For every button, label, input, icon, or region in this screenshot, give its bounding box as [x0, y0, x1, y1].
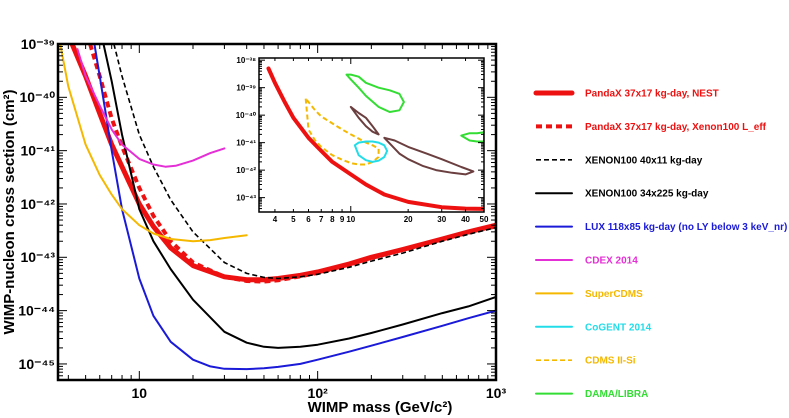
main-plot: 10 10² 10³ 10⁻³⁹ 10⁻⁴⁰ 10⁻⁴¹ 10⁻⁴² 10⁻⁴³ 10⁻⁴⁴ 10… [18, 36, 506, 401]
series-cresst-ii-2012-line [349, 105, 380, 136]
series-pandax-37x17-kg-day-nest-line [266, 66, 484, 211]
legend-label: CDMS II-Si [585, 356, 636, 367]
series-group [266, 66, 484, 211]
legend-item-xenon100-34x225-kg-day: XENON100 34x225 kg-day [535, 189, 709, 200]
legend-label: CDEX 2014 [585, 256, 638, 267]
x-tick-label: 40 [461, 215, 470, 224]
x-tick-label: 10² [308, 385, 329, 401]
x-tick-label: 20 [404, 215, 413, 224]
series-group [59, 44, 496, 371]
x-tick-label: 9 [340, 215, 345, 224]
x-tick-label: 6 [306, 215, 311, 224]
y-tick-label: 10⁻⁴⁰ [236, 111, 257, 120]
legend-item-lux-118x85-kg-day-no-ly-below-3-kev-nr: LUX 118x85 kg-day (no LY below 3 keV_nr) [535, 222, 787, 233]
series-cogent-2014-line [353, 140, 389, 163]
y-tick-label: 10⁻³⁹ [236, 83, 256, 92]
series-xenon100-40x11-kg-day-line [113, 44, 496, 280]
x-tick-label: 7 [319, 215, 324, 224]
legend-item-cdex-2014: CDEX 2014 [535, 256, 638, 267]
series-supercdms-line [59, 44, 248, 243]
legend-label: PandaX 37x17 kg-day, NEST [585, 89, 719, 100]
legend-label: SuperCDMS [585, 289, 643, 300]
legend-item-pandax-37x17-kg-day-xenon100-l-eff: PandaX 37x17 kg-day, Xenon100 L_eff [536, 122, 767, 133]
series-xenon100-34x225-kg-day-line [102, 44, 496, 349]
series-dama-libra-line [460, 131, 484, 143]
legend-label: LUX 118x85 kg-day (no LY below 3 keV_nr) [585, 222, 787, 233]
x-tick-label: 10³ [486, 385, 507, 401]
y-tick-label: 10⁻⁴³ [236, 193, 256, 202]
y-tick-label: 10⁻⁴² [236, 166, 256, 175]
legend-label: PandaX 37x17 kg-day, Xenon100 L_eff [585, 122, 767, 133]
x-tick-label: 50 [480, 215, 489, 224]
series-lux-118x85-kg-day-no-ly-below-3-kev-nr-line [93, 44, 496, 371]
y-tick-label: 10⁻⁴⁵ [19, 356, 55, 372]
inset-plot: 4 5 6 7 8 9 10 20 30 40 50 10⁻³⁸ 10⁻³⁹ 10⁻⁴⁰ 10⁻⁴¹ 10⁻⁴… [236, 56, 489, 224]
legend: PandaX 37x17 kg-day, NEST PandaX 37x17 kg… [533, 89, 787, 400]
legend-item-supercdms: SuperCDMS [535, 289, 643, 300]
legend-item-cogent-2014: CoGENT 2014 [535, 322, 652, 333]
legend-label: XENON100 40x11 kg-day [585, 155, 703, 166]
x-tick-label: 5 [291, 215, 296, 224]
legend-item-pandax-37x17-kg-day-nest: PandaX 37x17 kg-day, NEST [533, 89, 719, 100]
series-cdms-ii-si-line [304, 97, 380, 166]
series-cresst-ii-2012-line [383, 136, 475, 176]
x-axis-label: WIMP mass (GeV/c²) [308, 399, 453, 416]
y-tick-label: 10⁻³⁹ [21, 36, 55, 52]
plot-frame [258, 57, 485, 213]
x-tick-label: 10 [132, 385, 148, 401]
y-tick-label: 10⁻⁴¹ [20, 143, 55, 159]
legend-item-cdms-ii-si: CDMS II-Si [536, 356, 636, 367]
y-tick-label: 10⁻⁴² [20, 196, 55, 212]
x-tick-label: 10 [346, 215, 355, 224]
legend-label: DAMA/LIBRA [585, 389, 648, 400]
legend-item-dama-libra: DAMA/LIBRA [535, 389, 648, 400]
y-tick-label: 10⁻⁴⁴ [18, 303, 55, 319]
legend-item-xenon100-40x11-kg-day: XENON100 40x11 kg-day [536, 155, 703, 166]
y-axis-label: WIMP-nucleon cross section (cm²) [1, 89, 18, 334]
x-tick-label: 30 [437, 215, 446, 224]
series-cdex-2014-line [76, 48, 226, 168]
y-tick-label: 10⁻⁴³ [20, 249, 55, 265]
series-dama-libra-line [345, 73, 405, 113]
y-tick-label: 10⁻⁴¹ [236, 138, 256, 147]
legend-label: CoGENT 2014 [585, 322, 652, 333]
series-pandax-37x17-kg-day-xenon100-l-eff-line [88, 44, 496, 284]
legend-label: XENON100 34x225 kg-day [585, 189, 709, 200]
y-tick-label: 10⁻⁴⁰ [20, 89, 56, 105]
x-tick-label: 8 [330, 215, 335, 224]
x-tick-label: 4 [273, 215, 278, 224]
y-tick-label: 10⁻³⁸ [236, 56, 256, 65]
